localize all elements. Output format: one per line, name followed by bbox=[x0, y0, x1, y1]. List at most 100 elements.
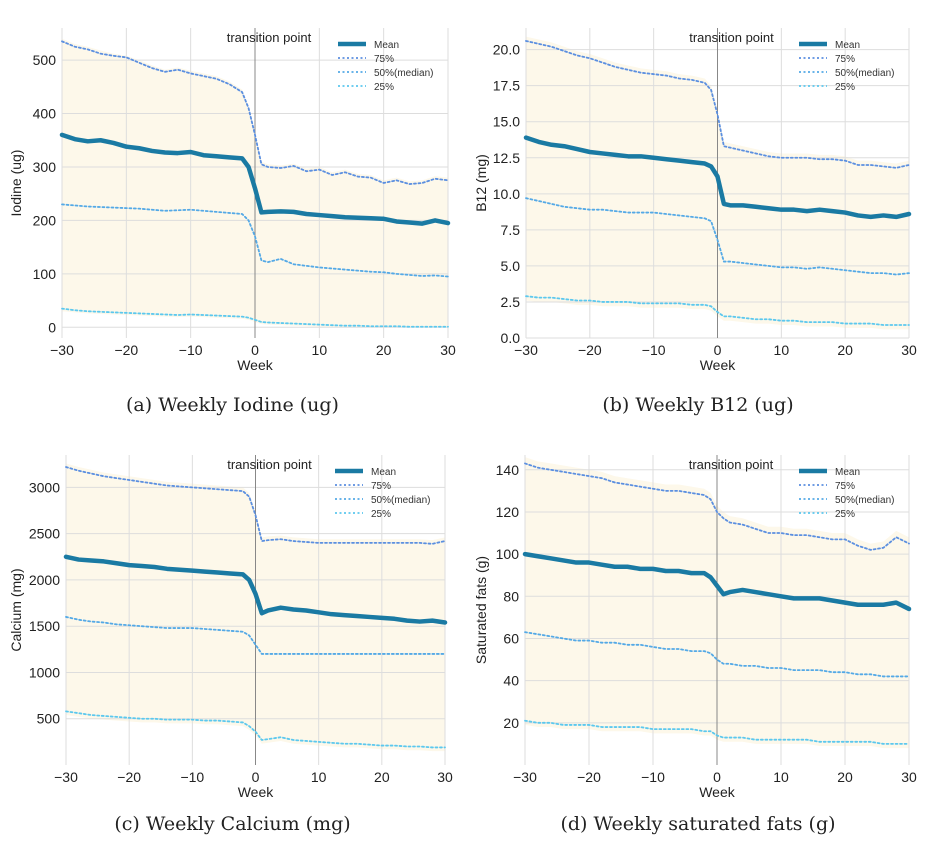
legend-label: 75% bbox=[835, 54, 855, 65]
y-tick-label: 200 bbox=[33, 212, 57, 228]
chart-panel-saturated-fats: −30 −20 −10 0 10 20 30 20 40 60 80 100 120 140 Week Sat… bbox=[465, 427, 931, 854]
legend-label: 75% bbox=[835, 481, 855, 492]
legend-label: 25% bbox=[835, 82, 855, 93]
y-tick-label: 100 bbox=[33, 266, 57, 282]
x-tick-label: 10 bbox=[312, 342, 328, 358]
y-tick-label: 20.0 bbox=[493, 42, 520, 58]
x-tick-label: 20 bbox=[837, 342, 853, 358]
legend-label: 50%(median) bbox=[835, 68, 894, 79]
x-tick-label: 0 bbox=[714, 342, 722, 358]
x-tick-label: 10 bbox=[311, 769, 327, 785]
y-tick-label: 1500 bbox=[29, 618, 60, 634]
series-line-mean bbox=[63, 554, 448, 625]
y-tick-label: 0.0 bbox=[501, 330, 521, 346]
series-line-mean bbox=[523, 135, 912, 220]
series-line-median bbox=[61, 203, 449, 278]
x-tick-label: 30 bbox=[901, 769, 917, 785]
series-line-p75 bbox=[525, 40, 910, 169]
y-tick-label: 12.5 bbox=[493, 150, 520, 166]
series-line-p25 bbox=[61, 307, 449, 328]
x-tick-label: −10 bbox=[179, 342, 203, 358]
legend-label: Mean bbox=[374, 40, 399, 51]
x-axis-label: Week bbox=[237, 357, 274, 373]
series-line-p75 bbox=[61, 40, 449, 185]
y-tick-label: 5.0 bbox=[501, 258, 521, 274]
legend-label: 50%(median) bbox=[371, 495, 430, 506]
chart-calcium: −30 −20 −10 0 10 20 30 500 1000 1500 2000 2500 3000 W… bbox=[8, 455, 453, 800]
x-tick-label: 20 bbox=[374, 769, 390, 785]
x-tick-label: −20 bbox=[117, 769, 141, 785]
y-tick-label: 140 bbox=[496, 462, 520, 478]
series-line-mean bbox=[522, 551, 912, 612]
x-tick-label: 20 bbox=[376, 342, 392, 358]
series-line-p25 bbox=[525, 295, 910, 326]
y-tick-label: 400 bbox=[33, 106, 57, 122]
caption-calcium: (c) Weekly Calcium (mg) bbox=[114, 813, 351, 835]
y-tick-label: 40 bbox=[503, 673, 519, 689]
legend-label: 75% bbox=[371, 481, 391, 492]
x-axis-label: Week bbox=[699, 784, 736, 800]
x-tick-label: −20 bbox=[114, 342, 138, 358]
x-tick-label: 30 bbox=[901, 342, 917, 358]
x-tick-label: −10 bbox=[180, 769, 204, 785]
x-tick-label: 20 bbox=[837, 769, 853, 785]
y-tick-label: 100 bbox=[496, 546, 520, 562]
chart-panel-calcium: −30 −20 −10 0 10 20 30 500 1000 1500 2000 2500 3000 W… bbox=[0, 427, 465, 854]
y-tick-label: 500 bbox=[37, 711, 61, 727]
y-tick-label: 1000 bbox=[29, 664, 60, 680]
y-tick-label: 80 bbox=[503, 588, 519, 604]
x-tick-label: −10 bbox=[641, 769, 665, 785]
x-tick-label: 0 bbox=[713, 769, 721, 785]
caption-iodine: (a) Weekly Iodine (ug) bbox=[126, 394, 339, 416]
y-axis-label: Iodine (ug) bbox=[8, 150, 24, 217]
series-line-p75 bbox=[65, 466, 446, 545]
transition-annotation: transition point bbox=[689, 457, 774, 472]
legend-label: 75% bbox=[374, 54, 394, 65]
chart-b12: −30 −20 −10 0 10 20 30 0.0 2.5 5.0 7.5 10.0 12.5 15.0… bbox=[473, 28, 917, 373]
legend-label: 50%(median) bbox=[835, 495, 894, 506]
y-tick-label: 17.5 bbox=[493, 78, 520, 94]
x-tick-label: −10 bbox=[642, 342, 666, 358]
y-tick-label: 10.0 bbox=[493, 186, 520, 202]
series-line-median bbox=[525, 197, 910, 276]
legend-label: 50%(median) bbox=[374, 68, 433, 79]
x-tick-label: 0 bbox=[251, 342, 259, 358]
legend-label: Mean bbox=[371, 467, 396, 478]
y-axis-label: B12 (mg) bbox=[473, 154, 489, 212]
x-tick-label: −20 bbox=[577, 769, 601, 785]
y-tick-label: 2.5 bbox=[501, 294, 521, 310]
chart-panel-iodine: −30 −20 −10 0 10 20 30 0 100 200 300 400 500 Week Iodi… bbox=[0, 0, 465, 427]
transition-annotation: transition point bbox=[227, 457, 312, 472]
caption-b12: (b) Weekly B12 (ug) bbox=[602, 394, 794, 416]
y-tick-label: 120 bbox=[496, 504, 520, 520]
x-tick-label: −30 bbox=[513, 769, 537, 785]
legend-label: Mean bbox=[835, 467, 860, 478]
series-line-median bbox=[524, 631, 910, 678]
x-tick-label: −30 bbox=[514, 342, 538, 358]
y-tick-label: 7.5 bbox=[501, 222, 521, 238]
transition-annotation: transition point bbox=[227, 30, 312, 45]
legend-label: 25% bbox=[371, 509, 391, 520]
y-tick-label: 60 bbox=[503, 630, 519, 646]
y-axis-label: Saturated fats (g) bbox=[473, 556, 489, 664]
legend-label: 25% bbox=[374, 82, 394, 93]
x-axis-label: Week bbox=[700, 357, 737, 373]
series-line-p75 bbox=[524, 462, 910, 551]
caption-saturated-fats: (d) Weekly saturated fats (g) bbox=[560, 813, 836, 835]
y-tick-label: 20 bbox=[503, 715, 519, 731]
y-tick-label: 2500 bbox=[29, 526, 60, 542]
y-tick-label: 2000 bbox=[29, 572, 60, 588]
x-tick-label: 10 bbox=[773, 769, 789, 785]
chart-panel-b12: −30 −20 −10 0 10 20 30 0.0 2.5 5.0 7.5 10.0 12.5 15.0… bbox=[465, 0, 931, 427]
y-tick-label: 15.0 bbox=[493, 114, 520, 130]
y-tick-label: 0 bbox=[48, 319, 56, 335]
x-tick-label: −30 bbox=[54, 769, 78, 785]
chart-iodine: −30 −20 −10 0 10 20 300100200300400500WeekIodi… bbox=[8, 28, 456, 373]
series-line-p25 bbox=[65, 710, 446, 749]
x-tick-label: 30 bbox=[437, 769, 453, 785]
series-line-p25 bbox=[524, 719, 910, 745]
y-axis-label: Calcium (mg) bbox=[8, 568, 24, 651]
series-line-mean bbox=[59, 132, 451, 226]
transition-annotation: transition point bbox=[689, 30, 774, 45]
x-tick-label: −20 bbox=[578, 342, 602, 358]
